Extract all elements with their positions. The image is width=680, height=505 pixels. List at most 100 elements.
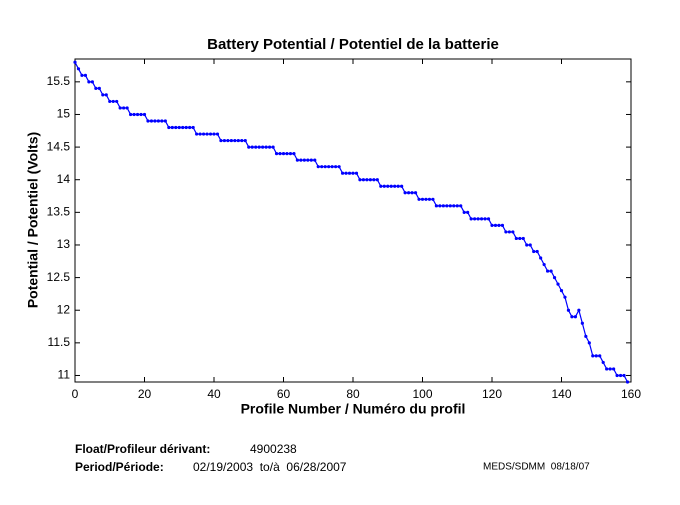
- point: [80, 73, 84, 77]
- point: [97, 86, 101, 90]
- point: [268, 145, 272, 149]
- point: [285, 152, 289, 156]
- point: [497, 223, 501, 227]
- point: [403, 191, 407, 195]
- point: [219, 138, 223, 143]
- point: [511, 230, 515, 234]
- point: [156, 119, 160, 123]
- x-tick-label: 20: [138, 387, 152, 401]
- point: [473, 217, 477, 221]
- x-tick-label: 80: [346, 387, 360, 401]
- y-tick-label: 13.5: [47, 205, 71, 219]
- point: [351, 171, 355, 175]
- point: [243, 138, 247, 143]
- x-axis-label: Profile Number / Numéro du profil: [241, 401, 466, 417]
- y-tick-label: 14: [57, 172, 71, 186]
- point: [195, 132, 199, 136]
- point: [181, 125, 185, 130]
- point: [334, 165, 338, 169]
- point: [525, 243, 529, 247]
- point: [87, 80, 91, 84]
- point: [354, 171, 359, 175]
- point: [427, 197, 432, 201]
- point: [125, 106, 129, 110]
- point: [438, 204, 442, 208]
- point: [229, 138, 233, 143]
- point: [306, 158, 310, 162]
- point: [316, 165, 320, 169]
- point: [254, 145, 258, 149]
- y-axis-label: Potential / Potentiel (Volts): [25, 132, 41, 308]
- point: [313, 158, 317, 162]
- point: [445, 204, 449, 208]
- period-label: Period/Période:: [75, 460, 164, 474]
- point: [407, 191, 411, 195]
- point: [73, 60, 77, 64]
- point: [83, 73, 88, 77]
- float-id: 4900238: [250, 442, 297, 456]
- point: [507, 230, 511, 234]
- point: [514, 236, 518, 241]
- chart-title: Battery Potential / Potentiel de la batt…: [207, 36, 499, 53]
- point: [108, 99, 112, 104]
- y-tick-label: 11.5: [48, 335, 71, 349]
- point: [281, 152, 286, 156]
- point: [542, 262, 546, 267]
- x-tick-label: 120: [482, 387, 502, 401]
- point: [455, 204, 459, 208]
- point: [452, 204, 456, 208]
- point: [493, 223, 498, 227]
- point: [299, 158, 303, 162]
- point: [274, 152, 279, 156]
- point: [163, 119, 167, 123]
- point: [539, 256, 543, 260]
- point: [94, 86, 98, 90]
- point: [594, 354, 598, 358]
- point: [247, 145, 251, 149]
- point: [205, 132, 209, 136]
- point: [410, 191, 414, 195]
- plot-frame: [74, 58, 632, 383]
- point: [504, 230, 508, 234]
- point: [466, 210, 470, 214]
- point: [261, 145, 265, 149]
- point: [521, 236, 525, 241]
- point: [587, 341, 591, 345]
- point: [448, 204, 452, 208]
- point: [101, 93, 105, 97]
- point: [361, 178, 366, 182]
- point: [104, 93, 108, 97]
- point: [344, 171, 348, 175]
- y-tick-label: 15.5: [47, 74, 71, 88]
- y-tick-label: 12.5: [47, 270, 71, 284]
- point: [584, 334, 588, 338]
- point: [153, 119, 157, 123]
- point: [566, 308, 571, 312]
- point: [358, 178, 362, 182]
- point: [208, 132, 213, 136]
- point: [615, 373, 619, 378]
- point: [337, 165, 341, 169]
- point: [250, 145, 254, 149]
- point: [215, 132, 220, 136]
- point: [573, 315, 578, 319]
- point: [115, 99, 119, 104]
- point: [591, 354, 595, 358]
- point: [535, 249, 539, 254]
- point: [417, 197, 421, 201]
- y-tick-label: 15: [57, 107, 71, 121]
- point: [552, 275, 557, 280]
- point: [570, 315, 574, 319]
- point: [222, 138, 227, 143]
- point: [90, 80, 94, 84]
- point: [372, 178, 376, 182]
- y-tick-label: 14.5: [47, 139, 71, 153]
- point: [469, 217, 473, 221]
- point: [184, 125, 188, 130]
- point: [327, 165, 331, 169]
- point: [264, 145, 268, 149]
- point: [559, 289, 564, 293]
- point: [347, 171, 352, 175]
- point: [139, 112, 143, 117]
- point: [382, 184, 386, 188]
